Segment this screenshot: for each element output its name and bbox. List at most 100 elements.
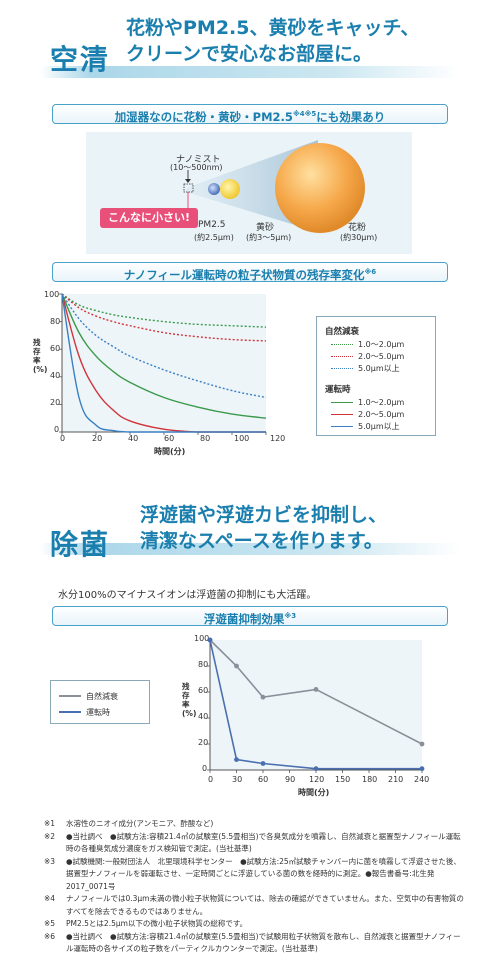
ytick: 40 (50, 371, 61, 380)
xtick: 90 (285, 775, 296, 784)
data-point (419, 741, 425, 747)
footnote: ※4 ナノフィールでは0.3μm未満の微小粒子状物質については、除去の確認ができて… (44, 893, 464, 918)
lead-text: 水分100%のマイナスイオンは浮遊菌の抑制にも大活躍。 (58, 590, 317, 601)
legend-group2: 運転時 (325, 385, 351, 395)
legend-text: 5.0μm以上 (358, 363, 400, 373)
legend-group1: 自然減衰 (325, 327, 360, 337)
ytick: 0 (54, 425, 60, 434)
footnotes: ※1 水溶性のニオイ成分(アンモニア、酢酸など) ※2 ●当社調べ ●試験方法:容積… (44, 818, 464, 956)
series-line-1 (61, 293, 267, 342)
footnote: ※1 水溶性のニオイ成分(アンモニア、酢酸など) (44, 818, 464, 831)
xtick: 80 (200, 434, 211, 443)
legend-item: 5.0μm以上 (331, 363, 400, 373)
data-point (419, 766, 425, 772)
small-badge: こんなに小さい! (100, 208, 198, 228)
plot-background (62, 294, 266, 432)
xtick: 20 (92, 434, 103, 443)
chart1-legend: 自然減衰 1.0～2.0μm 2.0～5.0μm 5.0μm以上 運転時 1.0… (316, 316, 436, 436)
ytick: 100 (194, 634, 210, 643)
xtick: 120 (270, 434, 286, 443)
xtick: 40 (128, 434, 139, 443)
section-word: 除菌 (50, 528, 111, 561)
ytick: 100 (44, 290, 60, 299)
data-point (313, 766, 319, 772)
series-line-5 (61, 293, 266, 433)
particle-size-panel: ナノミスト (10～500nm) こんなに小さい! PM2.5 (約2.5μm)… (86, 132, 412, 254)
footnote-mark: ※4 (44, 894, 56, 903)
ytick: 80 (198, 660, 209, 669)
footnote: ※6 ●当社調べ ●試験方法:容積21.4㎥の試験室(5.5畳相当)で試験用粒子状… (44, 931, 464, 956)
kafun-size: (約30μm) (340, 233, 378, 242)
section-title-line-2: クリーンで安心なお部屋に。 (126, 43, 373, 65)
banner-text: 加湿器なのに花粉・黄砂・PM2.5 (114, 109, 293, 124)
particle-illustration (183, 140, 365, 233)
section-title-line-1: 花粉やPM2.5、黄砂をキャッチ、 (126, 17, 420, 39)
nanomist-label: ナノミスト (176, 155, 221, 165)
data-point (234, 757, 239, 762)
footnote: ※3 ●試験機関:一般財団法人 北里環境科学センター ●試験方法:25㎥試験チャン… (44, 856, 464, 894)
footnote-text: ●当社調べ ●試験方法:容積21.4㎥の試験室(5.5畳相当)で各臭気成分を噴霧… (66, 831, 461, 854)
ytick: 20 (50, 398, 61, 407)
footnote-mark: ※2 (44, 831, 56, 841)
chart2-legend: 自然減衰 運転時 (50, 680, 150, 724)
data-point (313, 687, 319, 692)
xtick: 150 (335, 775, 351, 784)
legend-item: 自然減衰 (59, 691, 118, 701)
data-point (207, 637, 213, 643)
section-air-clean-header: 空清 花粉やPM2.5、黄砂をキャッチ、 クリーンで安心なお部屋に。 (0, 0, 498, 90)
section-word: 空清 (50, 43, 111, 76)
legend-text: 運転時 (86, 707, 110, 717)
data-point (234, 663, 239, 669)
kosa-label: 黄砂 (256, 223, 275, 233)
banner-tail: にも効果あり (316, 109, 386, 124)
legend-text: 自然減衰 (86, 691, 118, 701)
section-title-line-1: 浮遊菌や浮遊カビを抑制し、 (140, 504, 388, 526)
section-sterilize-header: 除菌 浮遊菌や浮遊カビを抑制し、 清潔なスペースを作ります。 (0, 495, 498, 575)
legend-text: 2.0～5.0μm (358, 351, 405, 361)
footnote-text: ●当社調べ ●試験方法:容積21.4㎥の試験室(5.5畳相当)で試験用粒子状物質… (66, 931, 461, 954)
series-line-0 (61, 293, 267, 328)
banner-residual-rate: ナノフィール運転時の粒子状物質の残存率変化※6 (52, 262, 448, 282)
footnote-text: PM2.5とは2.5μm以下の微小粒子状物質の総称です。 (66, 919, 248, 928)
banner-sup: ※4※5 (292, 110, 317, 118)
chart2-plot (207, 637, 425, 773)
pollen-particle (275, 143, 365, 233)
ytick: 20 (198, 738, 209, 747)
pm25-label: PM2.5 (198, 220, 226, 230)
chart2-ylabel: 残存率(%) (182, 682, 197, 718)
ytick: 80 (50, 317, 61, 326)
footnote-mark: ※1 (44, 819, 56, 828)
banner-text: ナノフィール運転時の粒子状物質の残存率変化 (123, 267, 365, 282)
chart1-xlabel: 時間(分) (154, 447, 186, 456)
legend-item: 1.0～2.0μm (331, 339, 404, 349)
legend-text: 5.0μm以上 (358, 421, 400, 431)
ytick: 40 (198, 712, 209, 721)
footnote-text: ナノフィールでは0.3μm未満の微小粒子状物質については、除去の確認ができていま… (66, 894, 464, 916)
kosa-particle (220, 179, 240, 199)
footnote-text: ●試験機関:一般財団法人 北里環境科学センター ●試験方法:25㎥試験チャンバー… (66, 856, 461, 891)
kafun-label: 花粉 (348, 223, 367, 233)
legend-item: 運転時 (59, 707, 110, 717)
ytick: 0 (202, 764, 208, 773)
xtick: 210 (388, 775, 404, 784)
chart2-xlabel: 時間(分) (298, 788, 330, 797)
ytick: 60 (198, 686, 209, 695)
banner-text: 浮遊菌抑制効果 (203, 611, 285, 626)
chart2-area: 自然減衰 運転時 残存率(%) 100 80 60 40 20 0 0 30 6… (50, 630, 450, 800)
xtick: 0 (208, 775, 214, 784)
legend-item: 1.0～2.0μm (331, 397, 404, 407)
data-point (260, 694, 266, 700)
series-line-3 (61, 293, 267, 419)
banner-particle-effect: 加湿器なのに花粉・黄砂・PM2.5※4※5にも効果あり (52, 104, 448, 124)
legend-item: 2.0～5.0μm (331, 409, 404, 419)
banner-sup: ※3 (284, 612, 297, 620)
legend-text: 1.0～2.0μm (358, 397, 405, 407)
chart1-ylabel: 残存率(%) (33, 338, 48, 374)
legend-item: 2.0～5.0μm (331, 351, 404, 361)
footnote-text: 水溶性のニオイ成分(アンモニア、酢酸など) (66, 819, 214, 828)
xtick: 100 (234, 434, 250, 443)
nanomist-size: (10～500nm) (170, 163, 223, 172)
chart1-area: 残存率(%) 100 80 60 40 20 0 0 20 40 60 80 1… (30, 286, 470, 456)
data-point (260, 761, 266, 766)
legend-item: 5.0μm以上 (331, 421, 400, 431)
